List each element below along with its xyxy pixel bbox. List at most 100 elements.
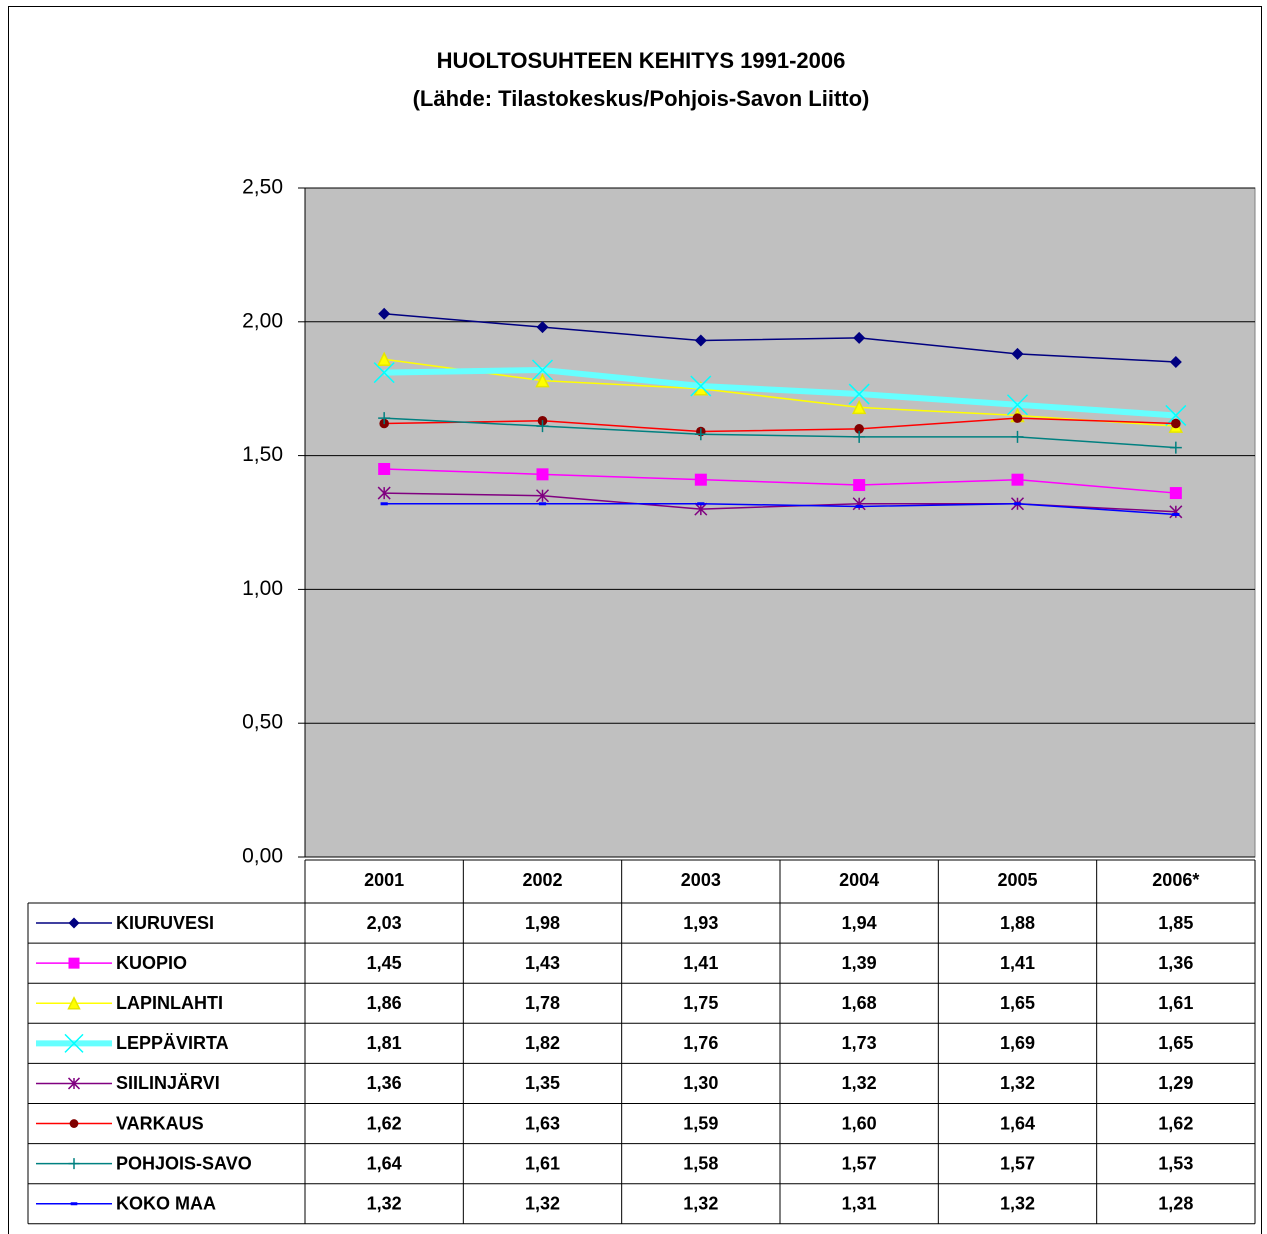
marker	[535, 372, 550, 388]
y-tick-label: 1,50	[242, 443, 283, 466]
marker	[536, 420, 549, 433]
marker	[853, 430, 866, 443]
table-value: 1,29	[1158, 1073, 1193, 1093]
table-value: 1,85	[1158, 913, 1193, 933]
marker	[1165, 404, 1187, 426]
table-value: 1,64	[1000, 1113, 1035, 1133]
x-tick-label: 2003	[681, 870, 721, 890]
marker	[694, 473, 707, 486]
table-value: 1,73	[842, 1033, 877, 1053]
y-tick-label: 0,50	[242, 711, 283, 734]
x-tick-label: 2005	[997, 870, 1037, 890]
table-value: 1,64	[367, 1153, 402, 1173]
marker	[1171, 418, 1181, 429]
marker	[854, 424, 864, 434]
table-value: 1,65	[1000, 993, 1035, 1013]
table-value: 1,94	[842, 913, 877, 933]
series-line	[384, 417, 1176, 433]
table-value: 1,98	[525, 913, 560, 933]
series-line	[384, 468, 1176, 494]
marker	[690, 375, 712, 397]
marker	[373, 362, 395, 384]
table-value: 1,41	[683, 953, 718, 973]
marker	[69, 1119, 79, 1128]
table-value: 1,81	[367, 1033, 402, 1053]
table-value: 1,65	[1158, 1033, 1193, 1053]
marker	[68, 957, 80, 969]
table-value: 1,68	[842, 993, 877, 1013]
marker	[64, 1033, 84, 1053]
marker	[1011, 430, 1024, 443]
table-value: 1,78	[525, 993, 560, 1013]
table-value: 1,31	[842, 1194, 877, 1214]
y-tick-label: 0,00	[242, 845, 283, 868]
legend-label: SIILINJÄRVI	[116, 1073, 220, 1093]
table-value: 1,57	[1000, 1153, 1035, 1173]
table-value: 1,28	[1158, 1194, 1193, 1214]
table-value: 1,32	[367, 1194, 402, 1214]
series-line	[384, 417, 1176, 449]
marker	[68, 917, 80, 929]
table-value: 1,32	[842, 1073, 877, 1093]
table-value: 2,03	[367, 913, 402, 933]
marker	[378, 462, 391, 475]
table-value: 1,57	[842, 1153, 877, 1173]
y-tick-label: 1,00	[242, 577, 283, 600]
legend-label: LAPINLAHTI	[116, 993, 223, 1013]
marker	[848, 383, 870, 405]
table-value: 1,36	[1158, 953, 1193, 973]
marker	[67, 1077, 81, 1090]
x-tick-label: 2001	[364, 870, 404, 890]
chart-subtitle: (Lähde: Tilastokeskus/Pohjois-Savon Liit…	[413, 86, 870, 111]
table-value: 1,32	[683, 1194, 718, 1214]
x-tick-label: 2004	[839, 870, 879, 890]
table-value: 1,32	[1000, 1194, 1035, 1214]
table-value: 1,61	[1158, 993, 1193, 1013]
table-value: 1,62	[367, 1113, 402, 1133]
legend-label: LEPPÄVIRTA	[116, 1033, 229, 1053]
table-value: 1,75	[683, 993, 718, 1013]
marker	[694, 334, 707, 347]
legend-label: KUOPIO	[116, 953, 187, 973]
table-value: 1,63	[525, 1113, 560, 1133]
marker	[1012, 413, 1023, 423]
table-value: 1,53	[1158, 1153, 1193, 1173]
table-value: 1,93	[683, 913, 718, 933]
table-value: 1,61	[525, 1153, 560, 1173]
series-line	[384, 366, 1177, 419]
plot-area	[304, 187, 1256, 858]
legend-label: POHJOIS-SAVO	[116, 1153, 252, 1173]
table-value: 1,82	[525, 1033, 560, 1053]
marker	[535, 489, 550, 503]
marker	[67, 996, 81, 1010]
table-value: 1,39	[842, 953, 877, 973]
marker	[536, 468, 549, 481]
chart-title: HUOLTOSUHTEEN KEHITYS 1991-2006	[437, 48, 846, 73]
marker	[853, 331, 866, 344]
x-tick-label: 2002	[522, 870, 562, 890]
marker	[1169, 487, 1182, 500]
table-value: 1,32	[525, 1194, 560, 1214]
marker	[376, 351, 392, 367]
table-value: 1,59	[683, 1113, 718, 1133]
table-value: 1,41	[1000, 953, 1035, 973]
marker	[694, 428, 707, 441]
legend-label: VARKAUS	[116, 1113, 204, 1133]
y-tick-label: 2,50	[242, 176, 283, 199]
table-value: 1,36	[367, 1073, 402, 1093]
marker	[853, 479, 866, 492]
series-line	[384, 358, 1176, 427]
table-value: 1,69	[1000, 1033, 1035, 1053]
legend-label: KOKO MAA	[116, 1194, 216, 1214]
table-value: 1,43	[525, 953, 560, 973]
y-tick-label: 2,00	[242, 309, 283, 332]
legend-label: KIURUVESI	[116, 913, 214, 933]
table-value: 1,30	[683, 1073, 718, 1093]
marker	[1011, 347, 1024, 360]
marker	[68, 1158, 80, 1170]
marker	[1006, 394, 1029, 416]
table-value: 1,62	[1158, 1113, 1193, 1133]
marker	[378, 412, 391, 425]
marker	[851, 399, 867, 415]
